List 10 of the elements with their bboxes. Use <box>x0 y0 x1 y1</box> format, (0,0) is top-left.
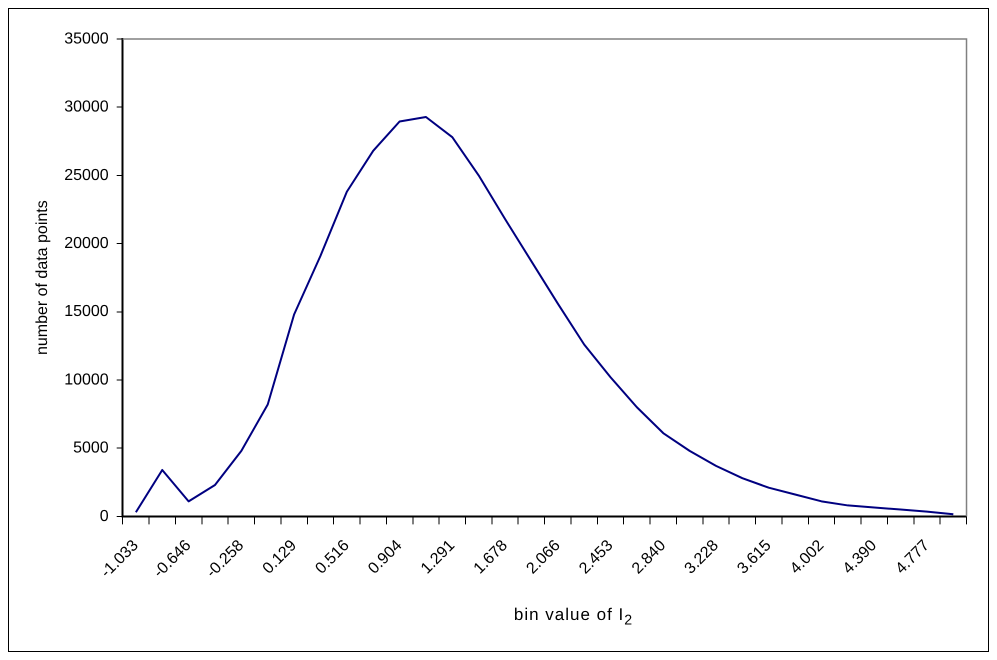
y-tick-label: 10000 <box>64 371 109 388</box>
y-tick-label: 5000 <box>73 440 109 457</box>
y-tick-label: 20000 <box>64 234 109 252</box>
x-axis-title: bin value of I$_{2}$ <box>512 605 634 628</box>
y-tick-label: 25000 <box>64 166 109 184</box>
y-tick-label: 35000 <box>64 30 109 48</box>
y-axis-title: number of data points <box>34 200 52 356</box>
y-tick-label: 0 <box>100 508 109 525</box>
y-tick-label: 15000 <box>64 303 109 320</box>
y-tick-label: 30000 <box>64 98 109 116</box>
